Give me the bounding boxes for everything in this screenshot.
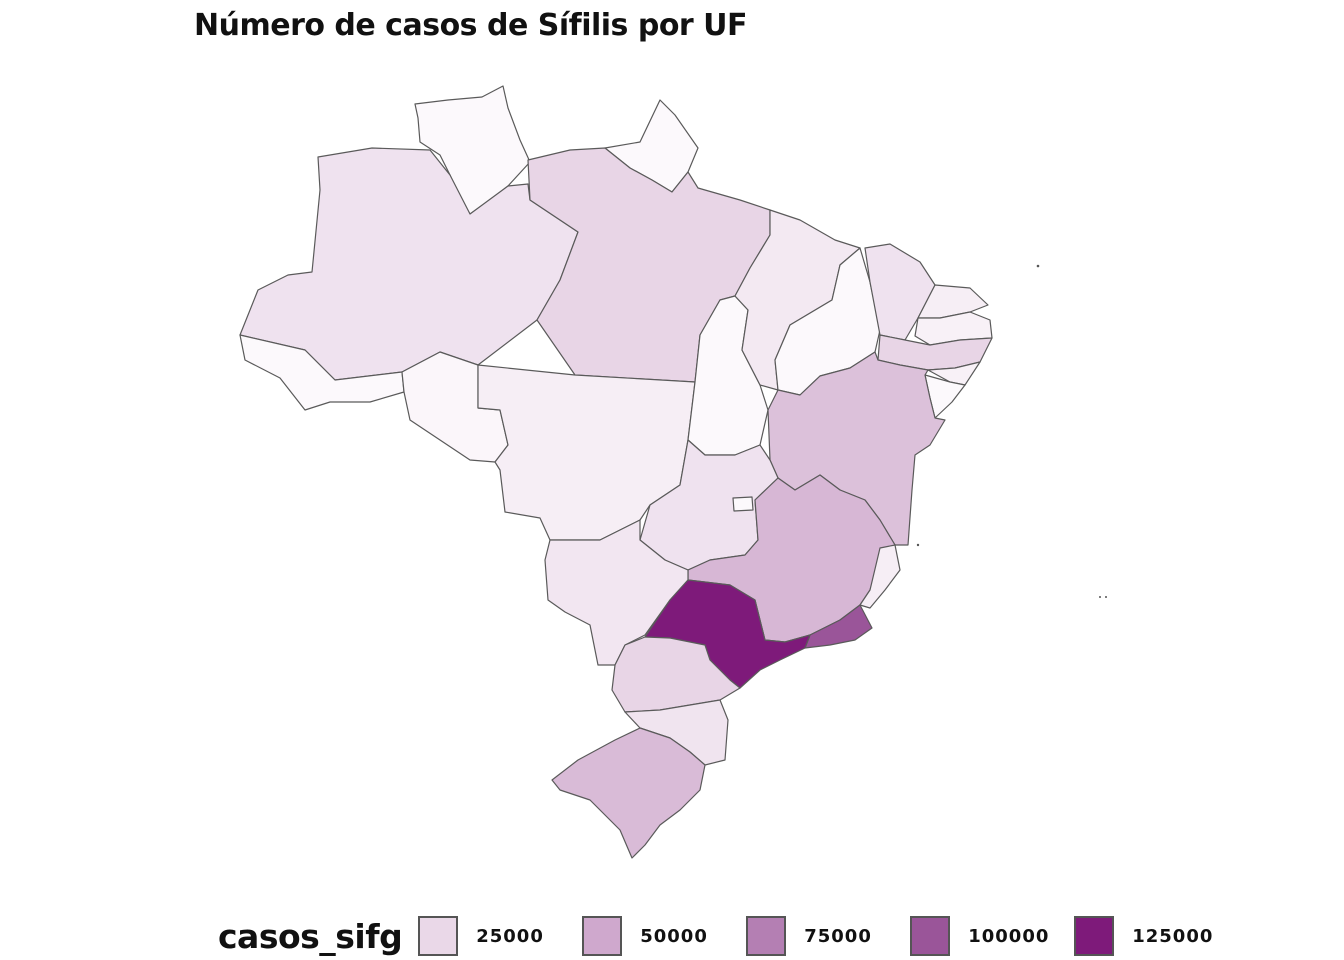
legend-item: 50000: [582, 916, 728, 956]
legend-swatch: [582, 916, 623, 956]
legend-swatch: [746, 916, 787, 956]
state-al: [927, 361, 981, 386]
state-rs: [551, 727, 706, 859]
island-mark: [1105, 596, 1107, 598]
legend-item: 100000: [910, 916, 1056, 956]
brazil-map: [239, 85, 1107, 859]
state-rj: [804, 604, 873, 649]
legend-label: 125000: [1132, 925, 1214, 947]
legend-label: 50000: [640, 925, 708, 947]
legend-label: 100000: [968, 925, 1050, 947]
legend-label: 25000: [476, 925, 544, 947]
state-am: [239, 147, 579, 381]
state-ac: [239, 334, 405, 411]
legend-item: 75000: [746, 916, 892, 956]
legend-swatch: [1074, 916, 1115, 956]
island-mark: [1099, 596, 1101, 598]
state-es: [859, 544, 901, 609]
legend: casos_sifg 25000 50000 75000 100000 1250…: [218, 912, 1238, 960]
legend-item: 25000: [418, 916, 564, 956]
legend-swatch: [910, 916, 951, 956]
island-mark: [916, 543, 920, 547]
legend-label: 75000: [804, 925, 872, 947]
legend-swatch: [418, 916, 459, 956]
state-df: [732, 496, 754, 512]
state-ms: [544, 519, 689, 666]
island-mark: [1036, 264, 1040, 268]
legend-item: 125000: [1074, 916, 1220, 956]
map-title: Número de casos de Sífilis por UF: [194, 8, 748, 43]
legend-title: casos_sifg: [218, 916, 403, 956]
